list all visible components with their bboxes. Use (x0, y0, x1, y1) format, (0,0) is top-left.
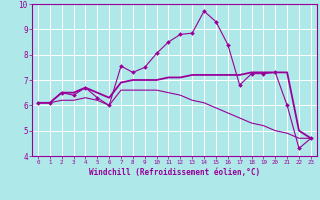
X-axis label: Windchill (Refroidissement éolien,°C): Windchill (Refroidissement éolien,°C) (89, 168, 260, 177)
